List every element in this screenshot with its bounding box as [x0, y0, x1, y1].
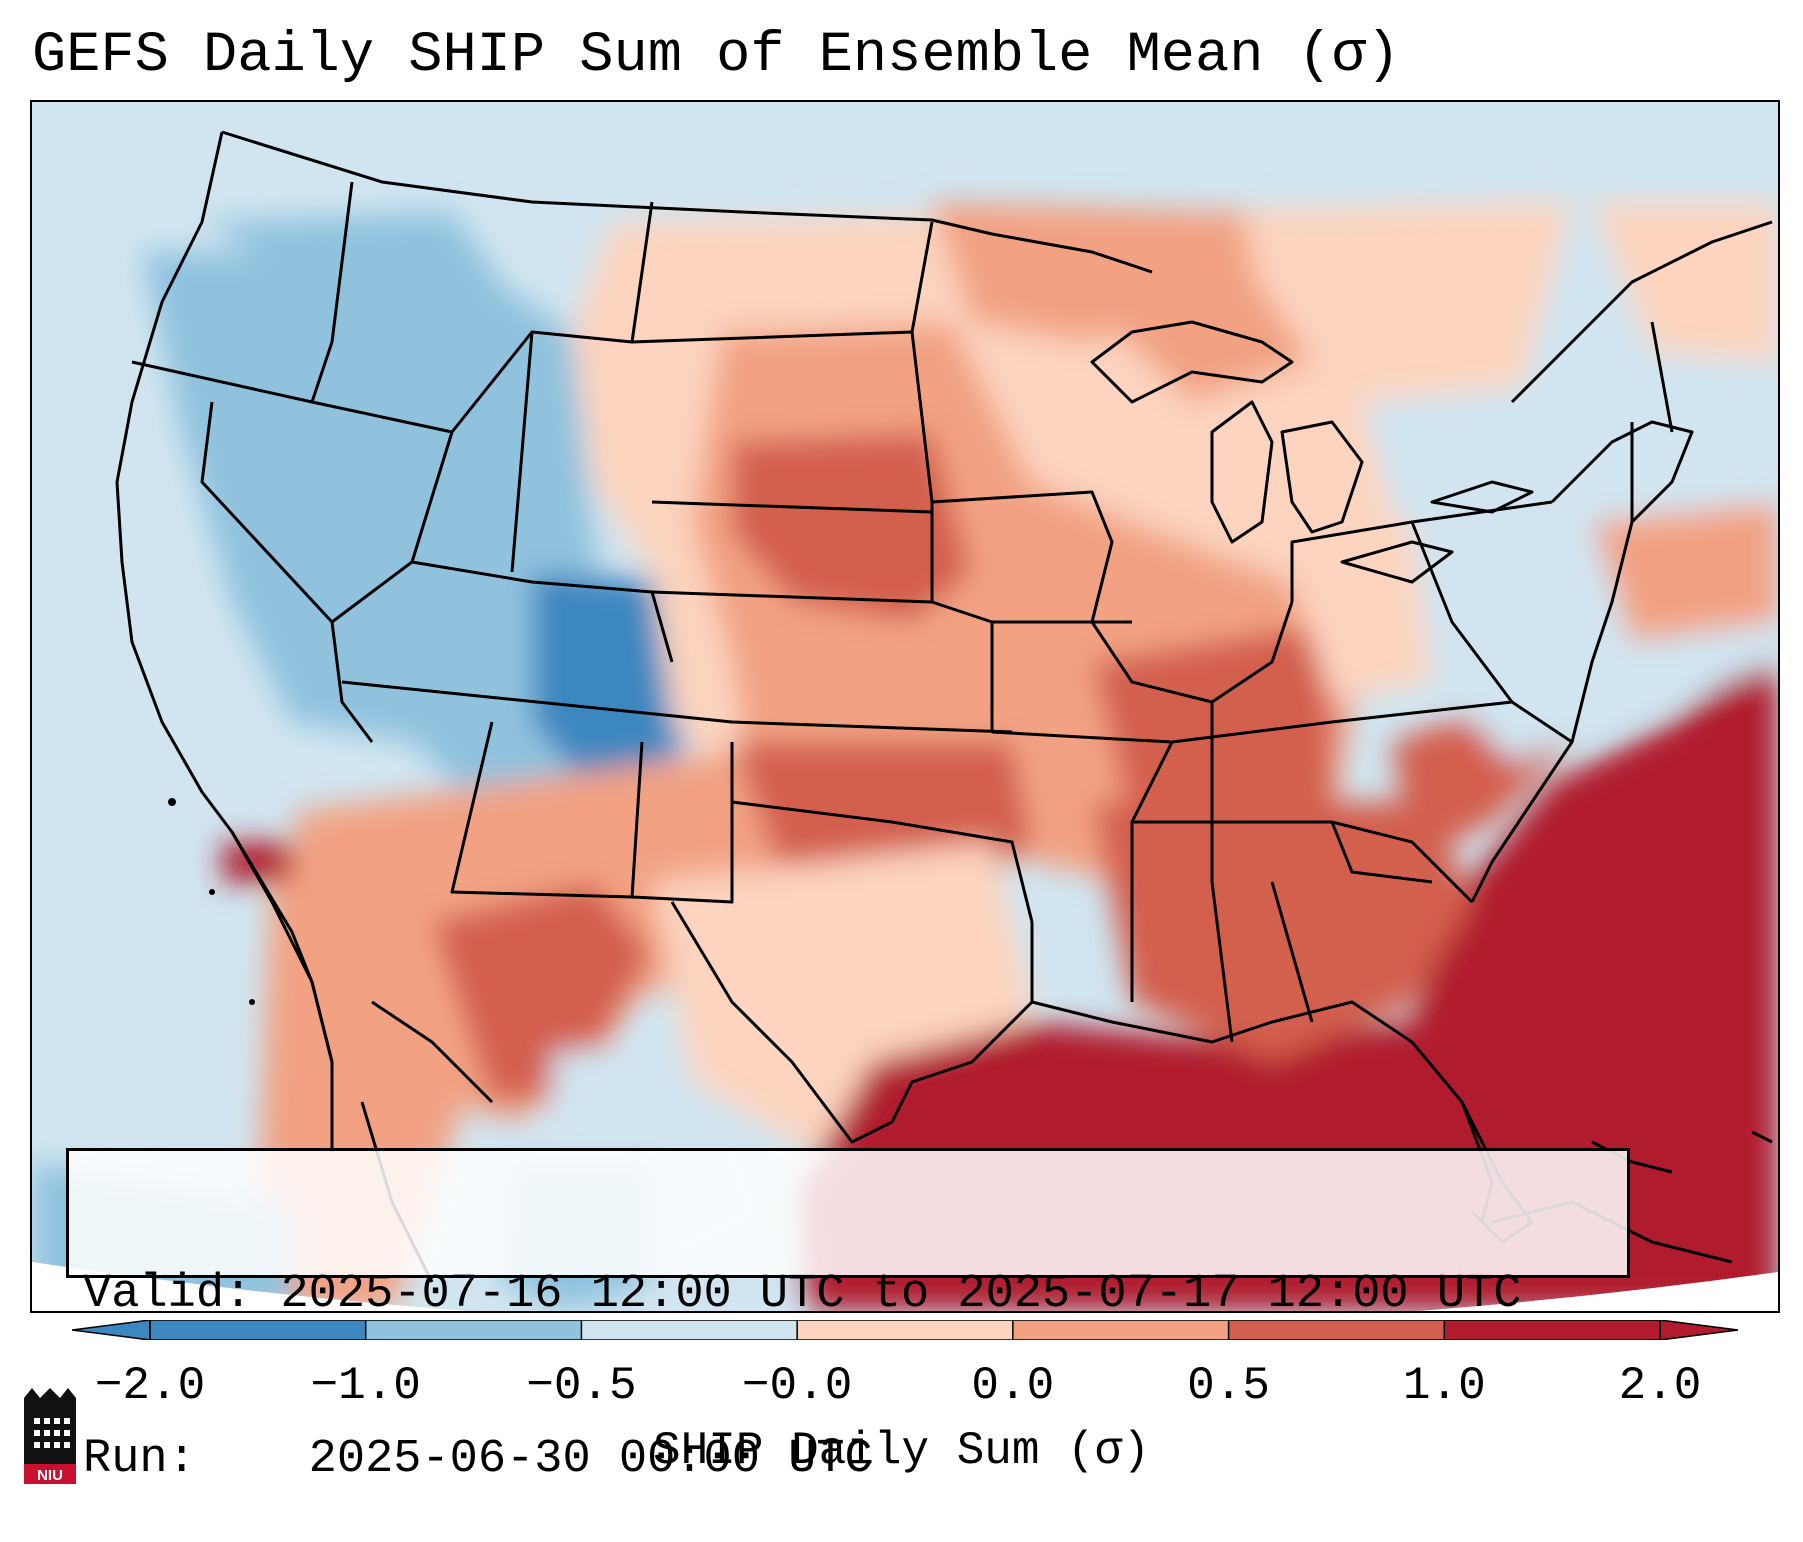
- colorbar-segment: [797, 1320, 1014, 1340]
- validity-info-box: Valid: 2025-07-16 12:00 UTC to 2025-07-1…: [66, 1148, 1630, 1486]
- colorbar-tick-label: −1.0: [310, 1360, 421, 1412]
- colorbar-segment: [1228, 1320, 1445, 1340]
- run-row: Run: 2025-06-30 00:00 UTC: [83, 1432, 1613, 1487]
- colorbar-extend-high: [1659, 1320, 1738, 1340]
- colorbar-label: SHIP Daily Sum (σ): [653, 1425, 1150, 1477]
- colorbar-tick-label: −0.0: [741, 1360, 853, 1412]
- colorbar-tick-label: 0.0: [971, 1360, 1055, 1412]
- valid-label: Valid:: [83, 1268, 253, 1321]
- map-panel: [30, 100, 1780, 1313]
- colorbar-tick-label: 0.5: [1187, 1360, 1270, 1412]
- colorbar-segment: [1444, 1320, 1661, 1340]
- colorbar-tick-label: −2.0: [94, 1360, 206, 1412]
- run-value: 2025-06-30 00:00 UTC: [308, 1433, 873, 1486]
- islands: [168, 798, 255, 1005]
- map-title: GEFS Daily SHIP Sum of Ensemble Mean (σ): [32, 24, 1401, 88]
- colorbar-tick-label: −0.5: [526, 1360, 637, 1412]
- valid-value: 2025-07-16 12:00 UTC to 2025-07-17 12:00…: [280, 1268, 1522, 1321]
- anomaly-map: [32, 102, 1778, 1311]
- colorbar-segment: [150, 1320, 367, 1340]
- colorbar: [72, 1320, 1738, 1340]
- colorbar-segment: [365, 1320, 582, 1340]
- colorbar-segment: [1012, 1320, 1230, 1340]
- colorbar-extend-low: [72, 1320, 151, 1340]
- colorbar-tick-label: 2.0: [1618, 1360, 1702, 1412]
- university-tower-logo-icon: NIU: [24, 1388, 76, 1484]
- logo-text: NIU: [37, 1467, 63, 1484]
- run-label: Run:: [83, 1433, 196, 1486]
- valid-row: Valid: 2025-07-16 12:00 UTC to 2025-07-1…: [83, 1267, 1613, 1322]
- anomaly-field: [32, 102, 1778, 1311]
- colorbar-segment: [581, 1320, 798, 1340]
- colorbar-tick-label: 1.0: [1402, 1360, 1486, 1412]
